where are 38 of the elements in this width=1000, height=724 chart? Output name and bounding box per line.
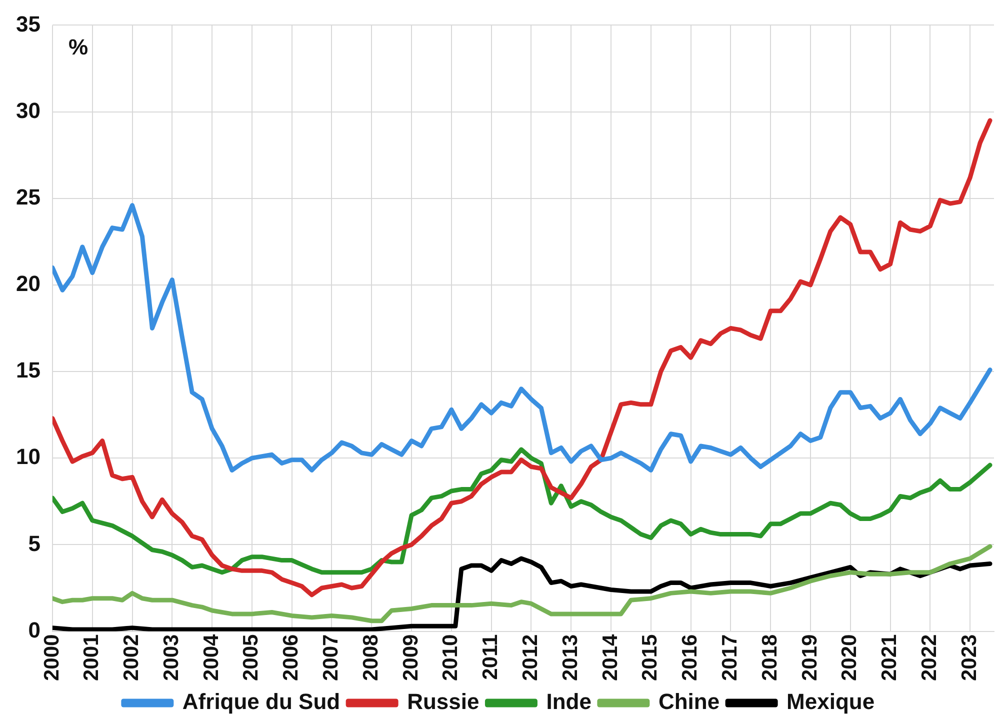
x-tick-label: 2022 xyxy=(918,634,941,681)
x-tick-label: 2012 xyxy=(519,634,542,681)
x-tick-label: 2006 xyxy=(280,634,303,681)
x-tick-label: 2014 xyxy=(598,634,622,681)
x-tick-label: 2021 xyxy=(878,634,902,681)
x-tick-label: 2005 xyxy=(240,634,263,681)
x-tick-label: 2000 xyxy=(40,634,64,681)
y-tick-label: 0 xyxy=(28,617,40,642)
x-tick-label: 2013 xyxy=(558,634,582,681)
x-tick-label: 2016 xyxy=(678,634,702,681)
x-tick-label: 2011 xyxy=(479,634,502,680)
x-tick-label: 2015 xyxy=(638,634,662,681)
x-tick-label: 2010 xyxy=(439,634,462,681)
legend-label: Inde xyxy=(546,689,592,714)
x-tick-label: 2009 xyxy=(399,634,422,681)
x-tick-label: 2004 xyxy=(200,634,223,681)
x-tick-label: 2001 xyxy=(80,634,104,681)
legend-label: Afrique du Sud xyxy=(182,689,340,714)
y-tick-label: 20 xyxy=(16,271,40,296)
legend-label: Russie xyxy=(407,689,480,714)
y-tick-label: 5 xyxy=(28,530,40,556)
x-tick-label: 2007 xyxy=(320,634,343,681)
x-tick-label: 2002 xyxy=(120,634,144,681)
y-tick-label: 35 xyxy=(16,11,40,36)
y-tick-label: 30 xyxy=(16,98,40,123)
x-tick-label: 2003 xyxy=(160,634,183,681)
y-tick-label: 25 xyxy=(16,184,40,210)
x-tick-label: 2017 xyxy=(718,634,742,681)
y-tick-label: 15 xyxy=(16,358,40,383)
x-tick-label: 2023 xyxy=(958,634,981,681)
x-tick-label: 2020 xyxy=(838,634,862,681)
y-axis-title: % xyxy=(68,34,88,60)
legend-label: Chine xyxy=(658,689,720,714)
x-tick-label: 2018 xyxy=(758,634,782,681)
y-tick-label: 10 xyxy=(16,444,40,470)
legend-label: Mexique xyxy=(786,689,875,714)
x-tick-label: 2019 xyxy=(798,634,822,681)
x-tick-label: 2008 xyxy=(359,634,382,681)
